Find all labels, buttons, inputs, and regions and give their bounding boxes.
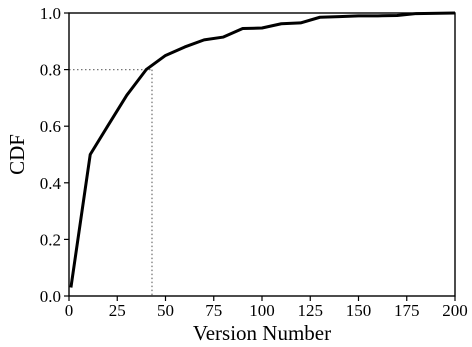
plot-frame xyxy=(68,12,456,297)
x-axis-label: Version Number xyxy=(193,321,331,345)
x-tick-label: 25 xyxy=(109,301,126,320)
x-tick-label: 150 xyxy=(346,301,372,320)
y-axis-label: CDF xyxy=(5,134,29,175)
x-tick-label: 0 xyxy=(65,301,74,320)
y-tick-label: 0.6 xyxy=(40,117,61,136)
y-tick-label: 0.2 xyxy=(40,230,61,249)
x-axis-ticks: 0 25 50 75 100 125 150 175 200 xyxy=(65,296,468,320)
reference-lines xyxy=(69,68,153,296)
x-tick-label: 125 xyxy=(298,301,324,320)
x-tick-label: 175 xyxy=(394,301,420,320)
x-tick-label: 75 xyxy=(205,301,222,320)
y-tick-label: 0.0 xyxy=(40,287,61,306)
y-axis-ticks: 0.0 0.2 0.4 0.6 0.8 1.0 xyxy=(40,4,69,306)
x-tick-label: 50 xyxy=(157,301,174,320)
series-layer xyxy=(69,11,456,288)
y-tick-label: 1.0 xyxy=(40,4,61,23)
series-line-0 xyxy=(69,11,456,288)
x-tick-label: 200 xyxy=(442,301,468,320)
x-tick-label: 100 xyxy=(249,301,275,320)
y-tick-label: 0.4 xyxy=(40,174,62,193)
y-tick-label: 0.8 xyxy=(40,61,61,80)
